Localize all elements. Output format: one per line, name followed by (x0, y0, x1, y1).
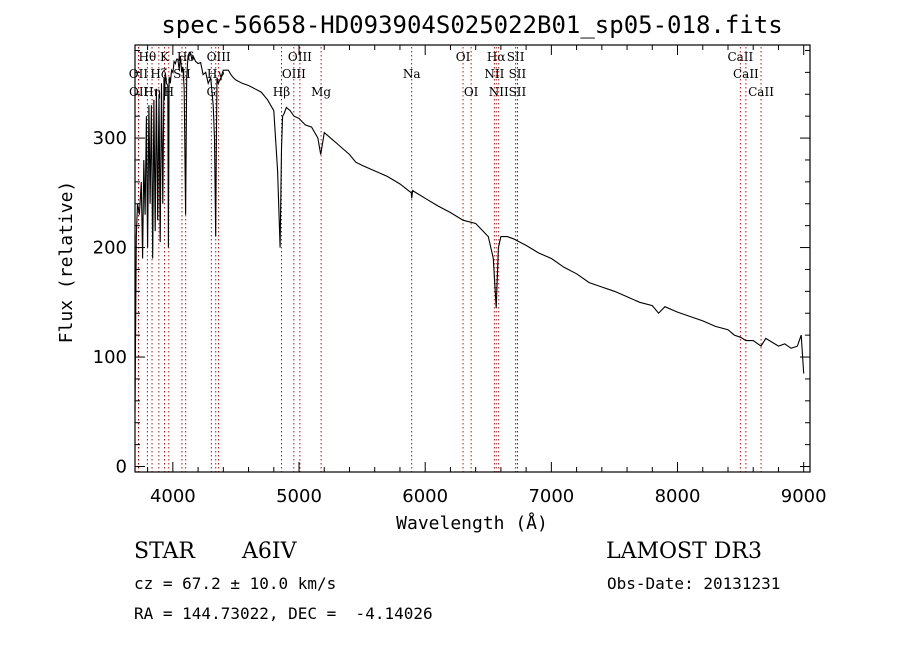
line-marker-label: Hη (143, 85, 161, 99)
line-marker-label: SII (509, 67, 527, 81)
observation-date: Obs-Date: 20131231 (607, 574, 781, 593)
line-marker-label: SII (509, 85, 527, 99)
line-marker-label: Hγ (207, 67, 225, 81)
line-marker-label: CaII (727, 50, 753, 64)
y-tick-label: 100 (93, 347, 127, 368)
x-tick-label: 8000 (655, 486, 701, 507)
object-class: STAR (134, 539, 195, 564)
survey-name: LAMOST DR3 (606, 539, 762, 564)
y-tick-label: 300 (93, 128, 127, 149)
line-marker-label: Hβ (273, 85, 290, 99)
object-subclass: A6IV (242, 539, 297, 564)
plot-frame (134, 44, 811, 473)
x-tick-label: 4000 (150, 486, 196, 507)
line-marker-label: OI (464, 85, 479, 99)
chart-title: spec-56658-HD093904S025022B01_sp05-018.f… (161, 11, 782, 39)
line-marker-label: OIII (207, 50, 231, 64)
y-axis-label: Flux (relative) (56, 181, 77, 344)
y-tick-label: 200 (93, 238, 127, 259)
line-marker-label: OII (129, 85, 149, 99)
line-marker-label: K (160, 50, 170, 64)
line-marker-label: OI (456, 50, 471, 64)
x-tick-label: 5000 (276, 486, 322, 507)
line-marker-label: NII (489, 85, 509, 99)
axis-ticks: 4000 5000 6000 7000 8000 9000 0 100 200 300 (93, 45, 827, 507)
coordinates: RA = 144.73022, DEC = -4.14026 (134, 604, 433, 623)
line-marker-label: Hθ (139, 50, 157, 64)
x-axis-label: Wavelength (Å) (396, 512, 548, 534)
line-marker-label: CaII (733, 67, 759, 81)
line-marker-label: G (207, 85, 217, 99)
line-marker-label: Hζ (150, 67, 167, 81)
y-tick-label: 0 (116, 457, 127, 478)
x-tick-label: 6000 (402, 486, 448, 507)
spectrum-line (134, 52, 805, 412)
redshift-velocity: cz = 67.2 ± 10.0 km/s (134, 574, 337, 593)
line-marker-label: OIII (282, 67, 306, 81)
x-tick-label: 9000 (781, 486, 827, 507)
line-marker-label: SII (507, 50, 525, 64)
line-marker-label: Na (403, 67, 421, 81)
line-marker-label: Mg (311, 85, 331, 99)
line-marker-label: NII (484, 67, 504, 81)
line-marker-label: CaII (748, 85, 774, 99)
line-marker-label: Hα (487, 50, 506, 64)
x-tick-label: 7000 (528, 486, 574, 507)
line-marker-label: OII (129, 67, 149, 81)
line-marker-label: OIII (288, 50, 312, 64)
